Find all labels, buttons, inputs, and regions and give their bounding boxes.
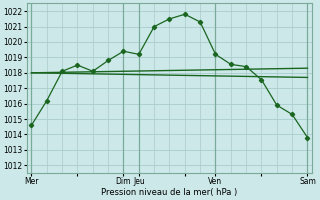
X-axis label: Pression niveau de la mer( hPa ): Pression niveau de la mer( hPa ) [101, 188, 238, 197]
